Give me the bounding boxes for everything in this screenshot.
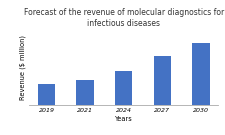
Bar: [38, 84, 55, 105]
Bar: [115, 71, 133, 105]
X-axis label: Years: Years: [115, 116, 133, 122]
Bar: [154, 56, 171, 105]
Y-axis label: Revenue ($ million): Revenue ($ million): [20, 35, 27, 100]
Bar: [76, 80, 94, 105]
Title: Forecast of the revenue of molecular diagnostics for
infectious diseases: Forecast of the revenue of molecular dia…: [24, 8, 224, 28]
Bar: [192, 43, 210, 105]
